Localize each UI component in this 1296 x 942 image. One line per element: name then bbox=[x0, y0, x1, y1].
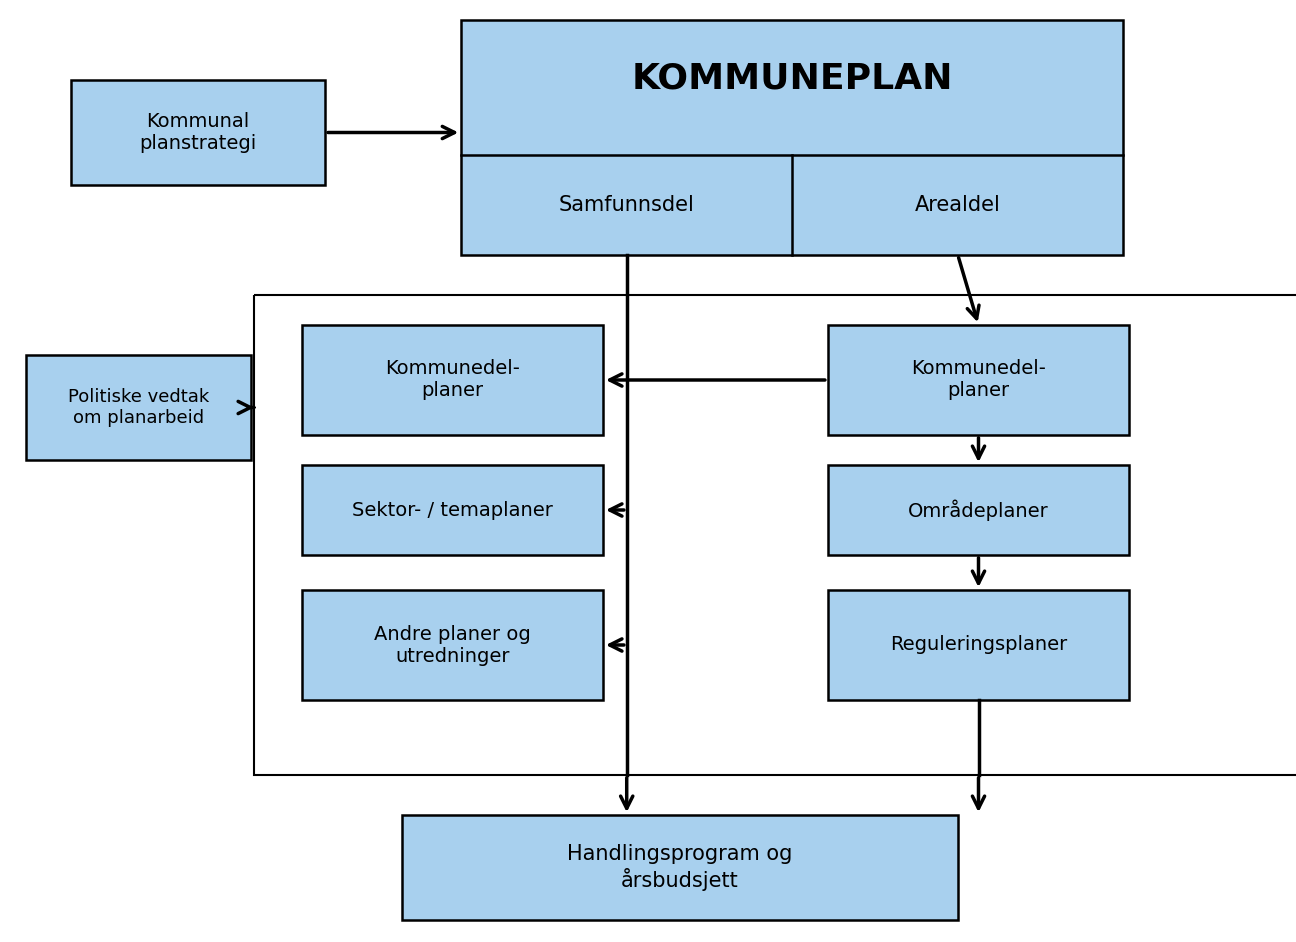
Bar bbox=[828, 590, 1129, 700]
Bar bbox=[302, 590, 603, 700]
Text: Sektor- / temaplaner: Sektor- / temaplaner bbox=[351, 500, 552, 519]
Bar bbox=[828, 325, 1129, 435]
Text: Kommunedel-
planer: Kommunedel- planer bbox=[385, 360, 520, 400]
Bar bbox=[26, 355, 250, 460]
Bar bbox=[828, 465, 1129, 555]
Bar bbox=[302, 325, 603, 435]
Text: Samfunnsdel: Samfunnsdel bbox=[559, 195, 695, 215]
Bar bbox=[402, 815, 958, 920]
Text: Kommunedel-
planer: Kommunedel- planer bbox=[911, 360, 1046, 400]
Bar bbox=[71, 80, 325, 185]
Bar bbox=[254, 295, 1296, 775]
Bar bbox=[461, 20, 1124, 255]
Text: Områdeplaner: Områdeplaner bbox=[908, 499, 1048, 521]
Text: Arealdel: Arealdel bbox=[915, 195, 1001, 215]
Text: KOMMUNEPLAN: KOMMUNEPLAN bbox=[631, 62, 953, 96]
Text: Politiske vedtak
om planarbeid: Politiske vedtak om planarbeid bbox=[67, 388, 209, 427]
Text: Andre planer og
utredninger: Andre planer og utredninger bbox=[375, 625, 530, 665]
Text: Reguleringsplaner: Reguleringsplaner bbox=[890, 636, 1067, 655]
Text: Handlingsprogram og
årsbudsjett: Handlingsprogram og årsbudsjett bbox=[568, 844, 793, 891]
Bar bbox=[302, 465, 603, 555]
Text: Kommunal
planstrategi: Kommunal planstrategi bbox=[140, 112, 257, 153]
